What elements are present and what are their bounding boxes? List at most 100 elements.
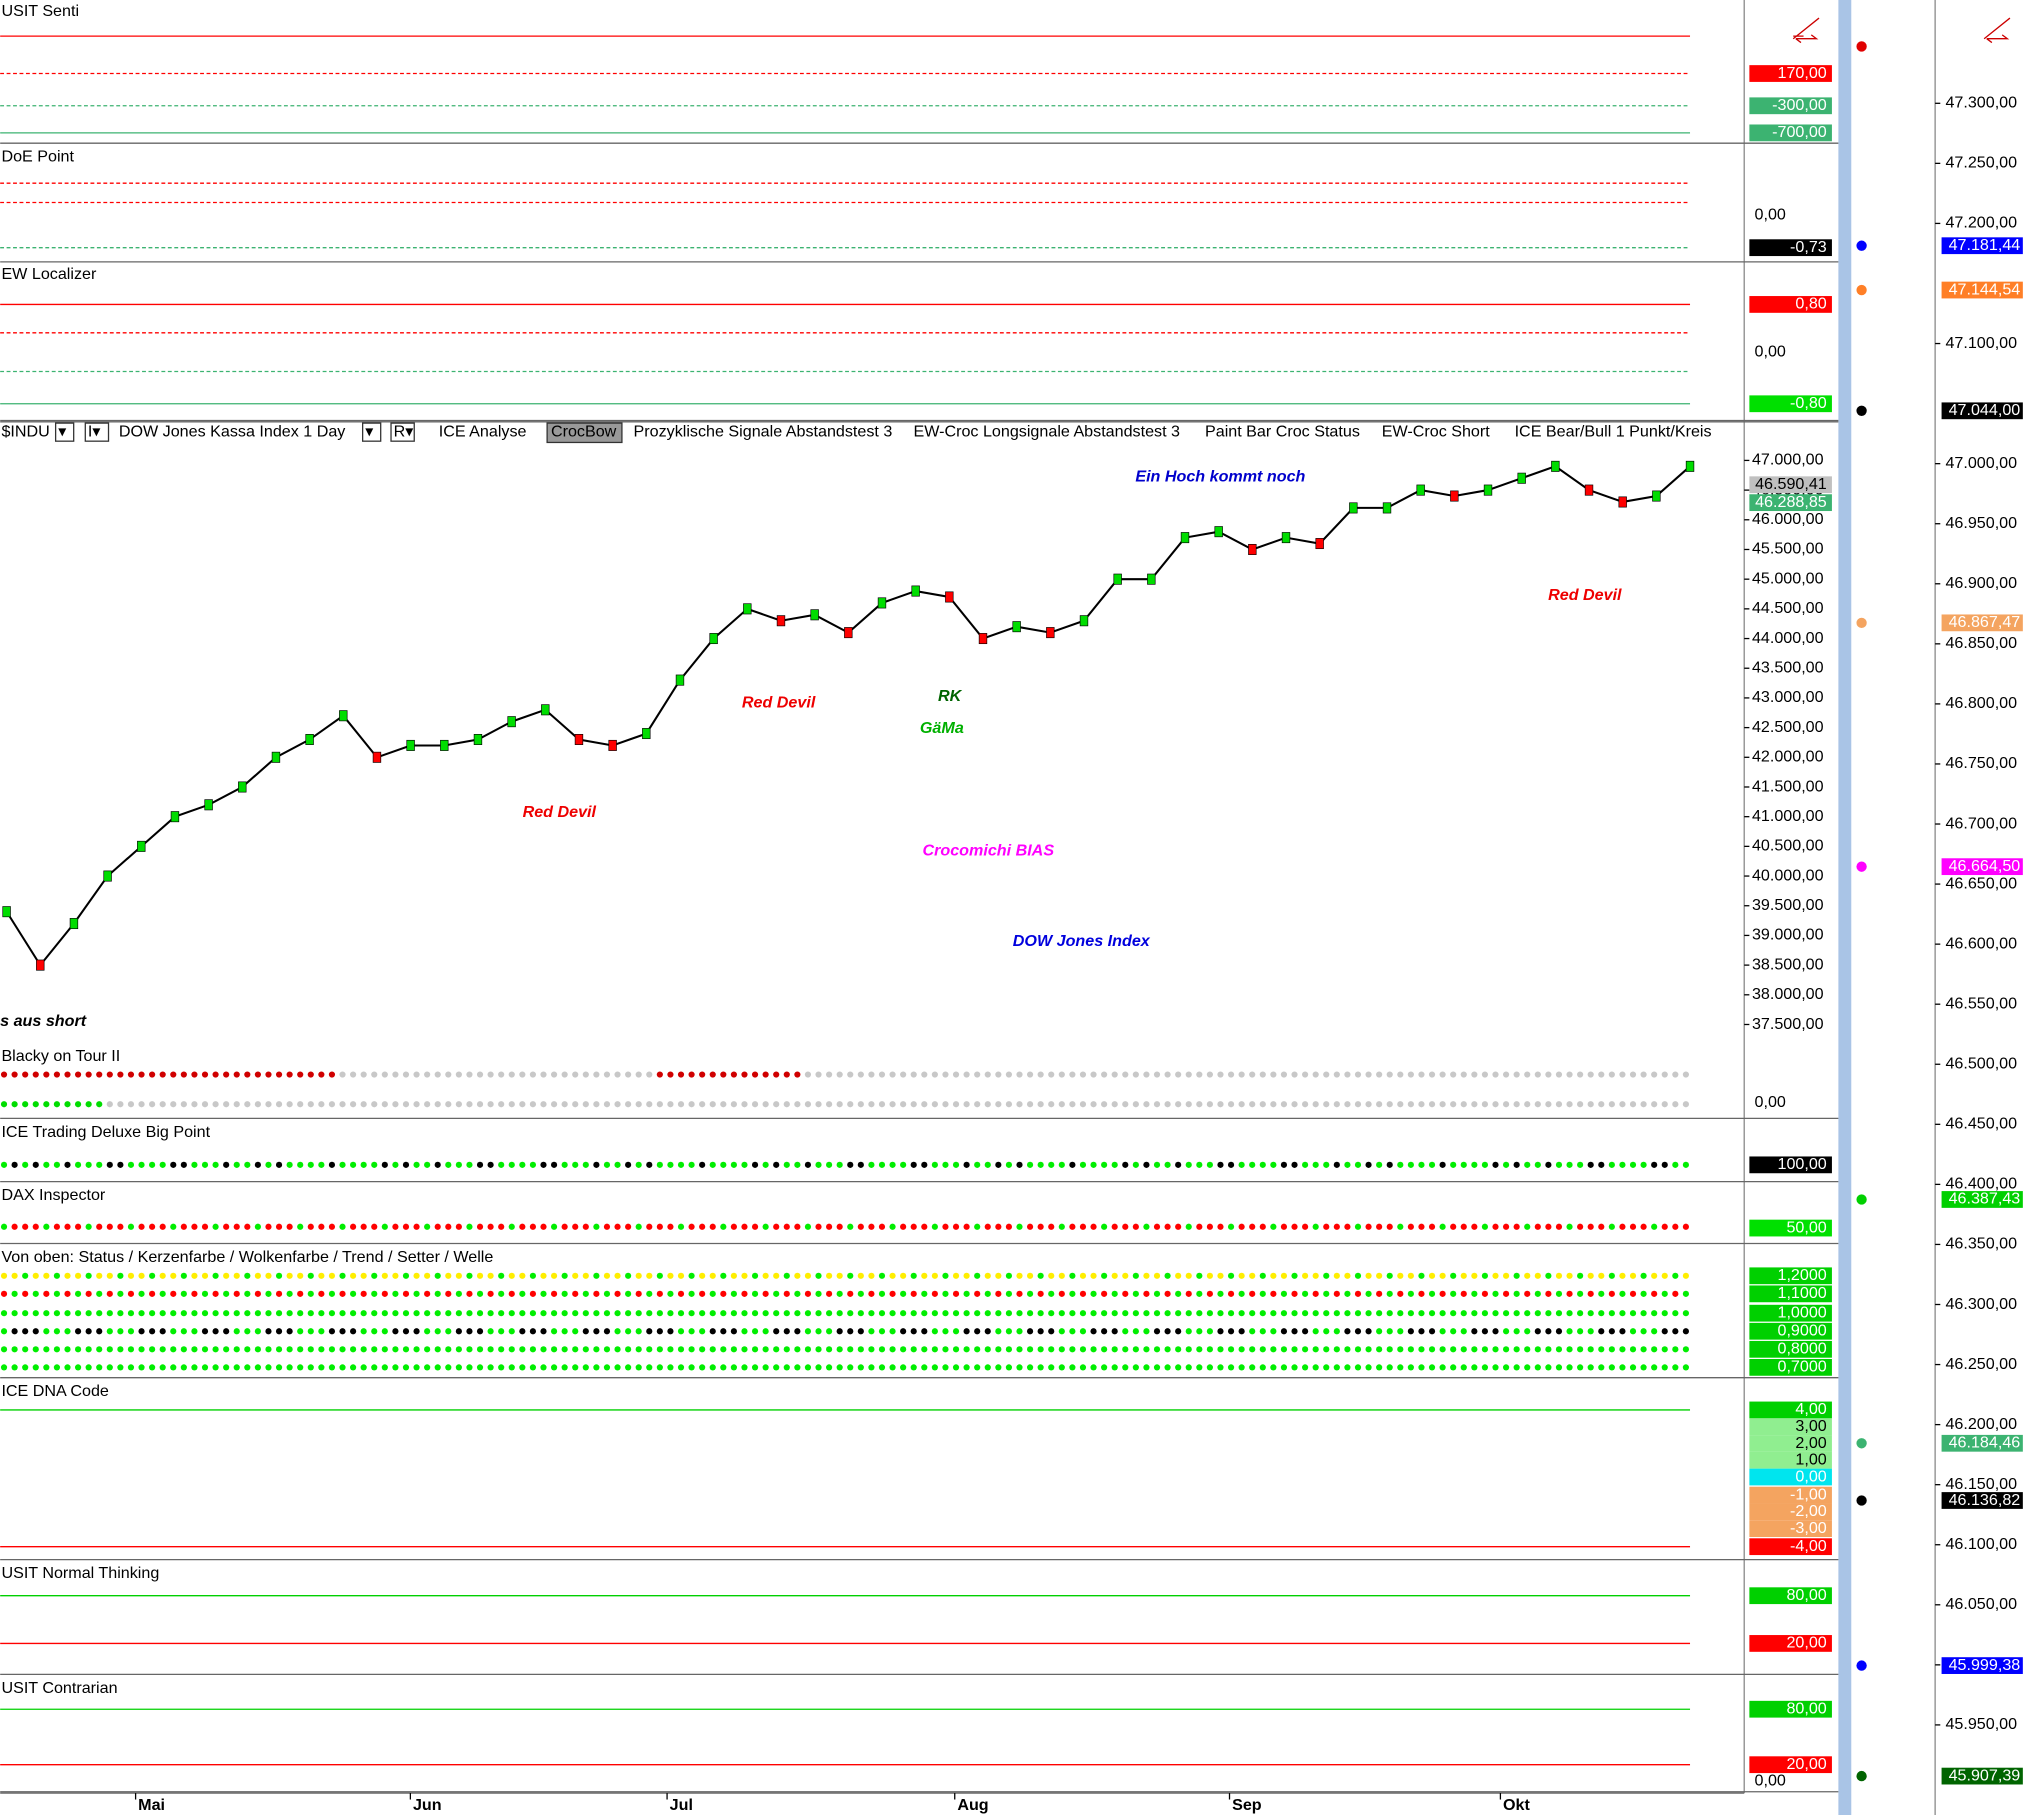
link-icon[interactable]: [1983, 17, 2011, 44]
status-dot: [1651, 1161, 1658, 1168]
status-dot: [741, 1071, 748, 1078]
status-dot: [1545, 1364, 1552, 1371]
toolbar-item[interactable]: Paint Bar Croc Status: [1205, 422, 1360, 440]
status-dot: [1354, 1364, 1362, 1371]
value-label: 50,00: [1786, 1218, 1826, 1236]
status-dot: [1164, 1346, 1171, 1353]
toolbar-item[interactable]: I▾: [88, 422, 101, 440]
toolbar-item[interactable]: DOW Jones Kassa Index 1 Day: [119, 422, 346, 440]
status-dot: [0, 1223, 8, 1230]
status-dot: [1407, 1346, 1414, 1353]
status-dot: [402, 1346, 410, 1353]
status-dot: [1122, 1290, 1129, 1297]
status-dot: [1153, 1272, 1161, 1279]
status-dot: [106, 1223, 113, 1230]
status-dot: [254, 1272, 261, 1279]
status-dot: [212, 1161, 219, 1168]
status-dot: [1354, 1310, 1362, 1317]
status-dot: [1016, 1101, 1023, 1108]
status-dot: [646, 1310, 653, 1317]
toolbar-item[interactable]: CrocBow: [551, 422, 617, 440]
status-dot: [762, 1223, 769, 1230]
status-dot: [265, 1290, 272, 1297]
status-dot: [1587, 1364, 1594, 1371]
status-dot: [1259, 1161, 1266, 1168]
toolbar-item[interactable]: ICE Analyse: [439, 422, 527, 440]
status-dot: [1280, 1310, 1288, 1317]
status-dot: [519, 1071, 526, 1078]
status-dot: [159, 1290, 166, 1297]
status-dot: [1344, 1223, 1351, 1230]
toolbar-item[interactable]: EW-Croc Longsignale Abstandstest 3: [913, 422, 1180, 440]
panel-title: Blacky on Tour II: [1, 1047, 120, 1065]
status-dot: [550, 1161, 558, 1168]
status-dot: [96, 1364, 103, 1371]
status-dot: [836, 1328, 843, 1335]
status-dot: [1196, 1161, 1203, 1168]
status-dot: [593, 1290, 600, 1297]
toolbar-item[interactable]: $INDU: [1, 422, 49, 440]
status-dot: [1682, 1290, 1689, 1297]
toolbar-item[interactable]: ▾: [365, 422, 373, 440]
toolbar-item[interactable]: Prozyklische Signale Abstandstest 3: [634, 422, 893, 440]
status-dot: [1545, 1161, 1552, 1168]
status-dot: [1259, 1310, 1266, 1317]
status-dot: [1640, 1161, 1647, 1168]
status-dot: [265, 1161, 272, 1168]
status-dot: [1026, 1101, 1034, 1108]
status-dot: [1333, 1101, 1340, 1108]
status-dot: [1481, 1290, 1489, 1297]
status-dot: [149, 1272, 156, 1279]
status-dot: [677, 1161, 685, 1168]
status-dot: [1238, 1071, 1245, 1078]
value-label: 80,00: [1786, 1699, 1826, 1717]
status-dot: [1259, 1071, 1266, 1078]
status-dot: [180, 1328, 187, 1335]
y-tick-label: 46.750,00: [1945, 754, 2017, 772]
status-dot: [1016, 1272, 1023, 1279]
status-dot: [656, 1290, 663, 1297]
toolbar-item[interactable]: ICE Bear/Bull 1 Punkt/Kreis: [1515, 422, 1712, 440]
scrollbar[interactable]: [1838, 0, 1852, 1815]
status-dot: [138, 1290, 145, 1297]
status-dot: [1164, 1290, 1171, 1297]
value-label-box: [1749, 1340, 1832, 1358]
status-dot: [328, 1364, 336, 1371]
status-dot: [773, 1346, 780, 1353]
status-dot: [995, 1223, 1002, 1230]
annotation: GäMa: [920, 719, 964, 737]
toolbar-item[interactable]: EW-Croc Short: [1382, 422, 1491, 440]
status-dot: [1682, 1328, 1689, 1335]
status-dot: [720, 1101, 727, 1108]
status-dot: [254, 1346, 261, 1353]
link-icon[interactable]: [1792, 17, 1820, 44]
status-dot: [1354, 1272, 1362, 1279]
status-dot: [466, 1223, 473, 1230]
status-dot: [1450, 1223, 1457, 1230]
status-dot: [349, 1161, 357, 1168]
status-dot: [318, 1346, 325, 1353]
status-dot: [1545, 1223, 1552, 1230]
status-dot: [603, 1290, 611, 1297]
status-dot: [709, 1071, 716, 1078]
status-dot: [455, 1364, 462, 1371]
status-dot: [910, 1071, 917, 1078]
status-dot: [889, 1101, 896, 1108]
status-dot: [1238, 1346, 1245, 1353]
status-dot: [286, 1290, 293, 1297]
status-dot: [1323, 1290, 1330, 1297]
status-dot: [1058, 1364, 1065, 1371]
status-dot: [424, 1310, 431, 1317]
status-dot: [201, 1101, 209, 1108]
status-dot: [730, 1272, 737, 1279]
toolbar-item[interactable]: ▾: [58, 422, 66, 440]
status-dot: [371, 1310, 378, 1317]
status-dot: [921, 1310, 928, 1317]
toolbar-item[interactable]: R▾: [394, 422, 414, 440]
status-dot: [275, 1364, 283, 1371]
status-dot: [878, 1161, 886, 1168]
status-dot: [22, 1223, 29, 1230]
status-dot: [1164, 1101, 1171, 1108]
status-dot: [1524, 1346, 1531, 1353]
status-dot: [910, 1161, 917, 1168]
